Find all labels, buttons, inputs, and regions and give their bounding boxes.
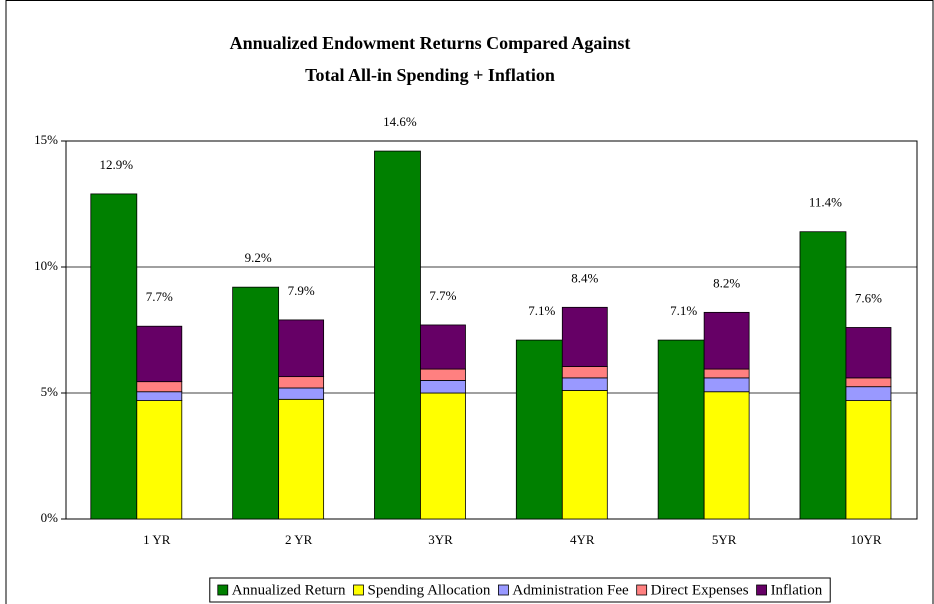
data-label: 8.2% [713,275,740,290]
data-label: 7.1% [670,303,697,318]
bar-segment [561,366,608,379]
data-label: 7.7% [146,289,173,304]
legend-swatch [353,584,364,596]
data-label: 12.9% [100,157,134,172]
bar-segment [136,381,183,393]
data-label: 7.9% [288,283,315,298]
bar-segment [278,387,325,400]
x-tick-label: 3YR [428,532,453,547]
x-tick-label: 1 YR [143,532,171,547]
bar-segment [703,391,750,520]
legend-swatch [498,584,509,596]
data-label: 9.2% [245,250,272,265]
bar [657,339,705,520]
bar-segment [845,386,892,401]
bar [799,231,847,520]
bar-segment [845,377,892,388]
bar-segment [420,368,466,381]
bar-segment [845,400,892,520]
y-tick-label: 10% [34,258,58,273]
bar-segment [561,306,608,367]
bar-segment [278,376,325,389]
y-tick-label: 5% [41,384,59,399]
bar-segment [278,319,325,378]
y-tick-label: 0% [41,510,59,525]
bar-segment [136,400,183,520]
bar-segment [136,325,183,383]
data-label: 11.4% [809,195,842,210]
data-label: 8.4% [571,270,598,285]
bar-segment [278,398,325,520]
chart-title: Annualized Endowment Returns Compared Ag… [230,33,631,53]
plot-area [65,140,918,520]
x-tick-label: 2 YR [285,532,313,547]
legend-label: Administration Fee [512,582,629,598]
data-label: 7.7% [429,288,456,303]
x-tick-label: 10YR [850,532,881,547]
legend-label: Direct Expenses [651,582,749,598]
chart-title: Total All-in Spending + Inflation [305,65,555,85]
bar-segment [136,391,183,401]
legend-swatch [756,584,767,596]
data-label: 7.6% [855,290,882,305]
y-tick-label: 15% [34,132,58,147]
bar-segment [703,377,750,393]
bar-segment [420,324,466,370]
legend-label: Inflation [771,582,823,598]
data-label: 14.6% [383,114,417,129]
bar-segment [703,368,750,379]
x-tick-label: 4YR [570,532,595,547]
bar-segment [703,311,750,370]
bar-segment [845,327,892,379]
bar [374,150,421,520]
bar-segment [420,379,466,394]
legend: Annualized Return Spending Allocation Admi… [209,577,831,603]
x-tick-label: 5YR [712,532,737,547]
bar [232,286,280,520]
legend-label: Spending Allocation [368,582,491,598]
legend-swatch [636,584,648,596]
legend-swatch [217,584,229,596]
bar-segment [561,390,608,520]
legend-label: Annualized Return [232,582,346,598]
data-label: 7.1% [528,303,555,318]
bar [515,339,563,520]
bar-segment [420,392,466,520]
legend-box [209,577,831,603]
bar [90,193,138,520]
bar-segment [561,377,608,391]
